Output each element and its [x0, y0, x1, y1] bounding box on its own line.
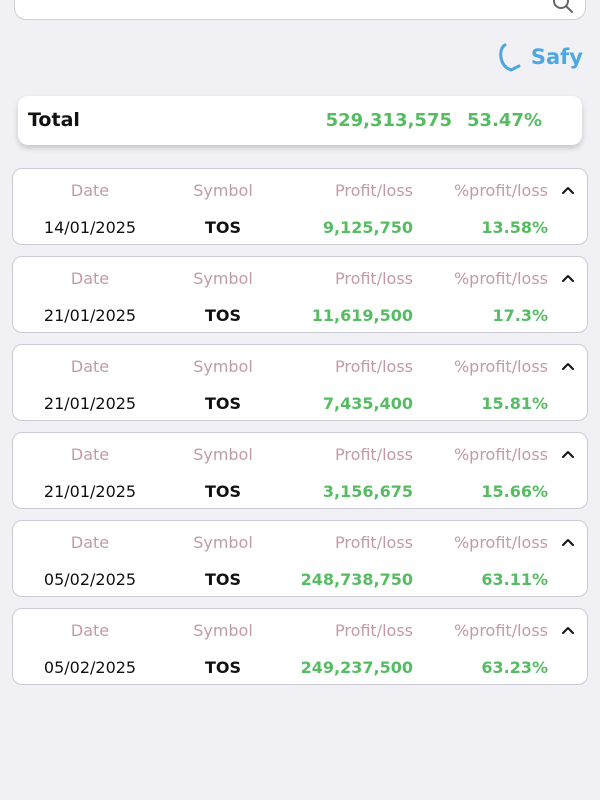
total-label: Total — [28, 109, 80, 131]
trade-symbol: TOS — [204, 482, 242, 501]
trade-symbol: TOS — [204, 570, 242, 589]
safy-logo-icon — [499, 43, 521, 72]
search-icon[interactable] — [551, 0, 575, 15]
profit-header: Profit/loss — [334, 445, 413, 464]
total-profit-value: 529,313,575 — [325, 110, 452, 131]
percent-header: %profit/loss — [453, 533, 548, 552]
date-header: Date — [70, 533, 110, 552]
trade-percent: 17.3% — [492, 306, 548, 325]
trade-profit: 3,156,675 — [322, 482, 413, 501]
brand-name: Safy — [530, 45, 583, 69]
trade-list: Date Symbol Profit/loss %profit/loss 14/… — [12, 168, 588, 696]
trade-percent: 15.81% — [481, 394, 548, 413]
date-header: Date — [70, 269, 110, 288]
trade-date: 21/01/2025 — [43, 394, 137, 413]
trade-symbol: TOS — [204, 394, 242, 413]
percent-header: %profit/loss — [453, 357, 548, 376]
chevron-up-icon[interactable] — [561, 449, 575, 459]
trade-date: 21/01/2025 — [43, 482, 137, 501]
trade-percent: 63.23% — [481, 658, 548, 677]
profit-header: Profit/loss — [334, 621, 413, 640]
symbol-header: Symbol — [193, 533, 253, 552]
chevron-up-icon[interactable] — [561, 361, 575, 371]
profit-header: Profit/loss — [334, 269, 413, 288]
percent-header: %profit/loss — [453, 621, 548, 640]
trade-card[interactable]: Date Symbol Profit/loss %profit/loss 14/… — [12, 168, 588, 245]
trade-card[interactable]: Date Symbol Profit/loss %profit/loss 05/… — [12, 520, 588, 597]
profit-header: Profit/loss — [334, 357, 413, 376]
symbol-header: Symbol — [193, 357, 253, 376]
trade-profit: 248,738,750 — [300, 570, 413, 589]
symbol-header: Symbol — [193, 621, 253, 640]
chevron-up-icon[interactable] — [561, 185, 575, 195]
date-header: Date — [70, 445, 110, 464]
trade-symbol: TOS — [204, 306, 242, 325]
percent-header: %profit/loss — [453, 269, 548, 288]
profit-header: Profit/loss — [334, 533, 413, 552]
trade-percent: 15.66% — [481, 482, 548, 501]
chevron-up-icon[interactable] — [561, 537, 575, 547]
chevron-up-icon[interactable] — [561, 273, 575, 283]
date-header: Date — [70, 181, 110, 200]
symbol-header: Symbol — [193, 445, 253, 464]
trade-date: 21/01/2025 — [43, 306, 137, 325]
trade-date: 05/02/2025 — [43, 658, 137, 677]
date-header: Date — [70, 357, 110, 376]
trade-date: 05/02/2025 — [43, 570, 137, 589]
trade-card[interactable]: Date Symbol Profit/loss %profit/loss 21/… — [12, 256, 588, 333]
percent-header: %profit/loss — [453, 181, 548, 200]
total-profit-percent: 53.47% — [467, 110, 542, 131]
trade-symbol: TOS — [204, 218, 242, 237]
trade-card[interactable]: Date Symbol Profit/loss %profit/loss 21/… — [12, 344, 588, 421]
date-header: Date — [70, 621, 110, 640]
total-summary-card: Total 529,313,575 53.47% — [18, 96, 582, 145]
search-bar[interactable] — [14, 0, 586, 20]
trade-card[interactable]: Date Symbol Profit/loss %profit/loss 21/… — [12, 432, 588, 509]
trade-percent: 63.11% — [481, 570, 548, 589]
symbol-header: Symbol — [193, 181, 253, 200]
trade-percent: 13.58% — [481, 218, 548, 237]
percent-header: %profit/loss — [453, 445, 548, 464]
profit-header: Profit/loss — [334, 181, 413, 200]
symbol-header: Symbol — [193, 269, 253, 288]
trade-profit: 7,435,400 — [322, 394, 413, 413]
trade-profit: 9,125,750 — [322, 218, 413, 237]
trade-date: 14/01/2025 — [43, 218, 137, 237]
trade-symbol: TOS — [204, 658, 242, 677]
trade-card[interactable]: Date Symbol Profit/loss %profit/loss 05/… — [12, 608, 588, 685]
chevron-up-icon[interactable] — [561, 625, 575, 635]
trade-profit: 11,619,500 — [311, 306, 413, 325]
brand: Safy — [497, 42, 583, 72]
trade-profit: 249,237,500 — [300, 658, 413, 677]
